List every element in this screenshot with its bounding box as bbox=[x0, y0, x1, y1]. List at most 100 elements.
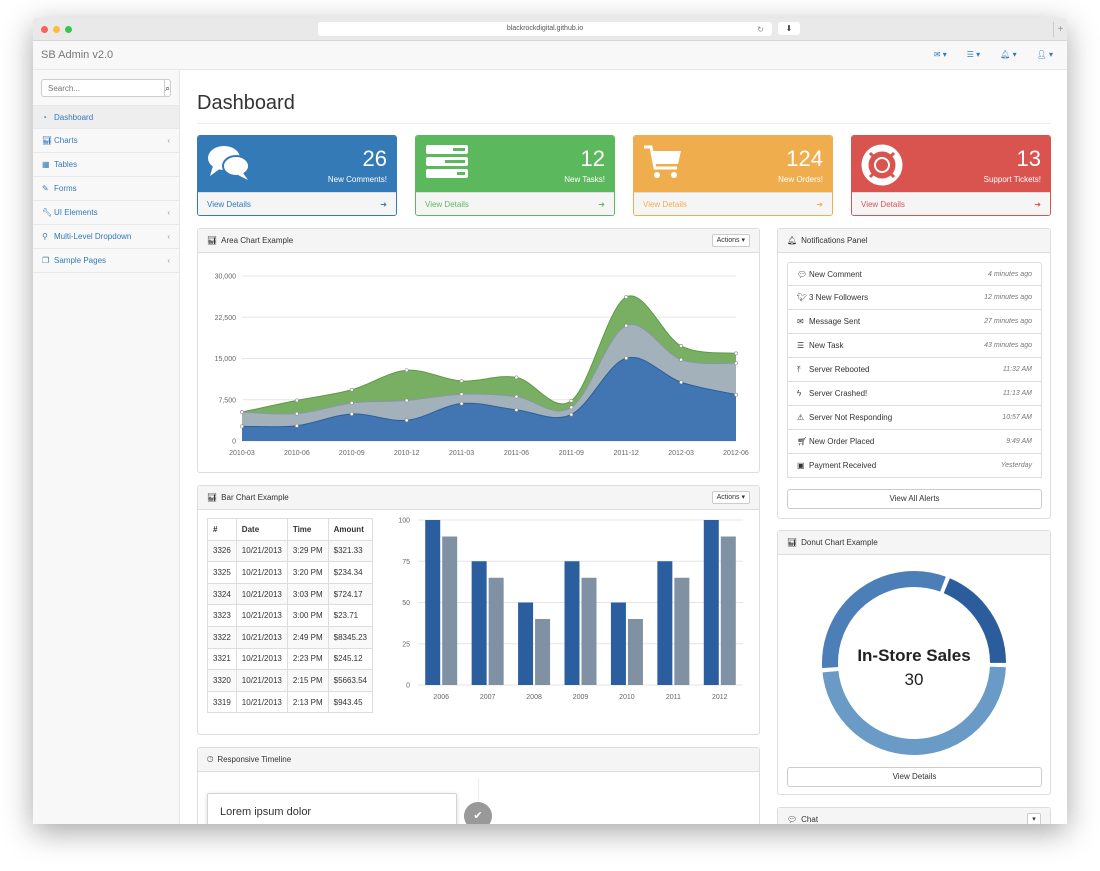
view-details-link[interactable]: View Details ➜ bbox=[198, 192, 396, 215]
notification-item[interactable]: ✉ Message Sent 27 minutes ago bbox=[787, 310, 1042, 334]
data-point[interactable] bbox=[240, 424, 244, 429]
view-details-link[interactable]: View Details ➜ bbox=[852, 192, 1050, 215]
x-tick-label: 2011-09 bbox=[559, 450, 584, 457]
notification-item[interactable]: 💬︎ New Comment 4 minutes ago bbox=[787, 262, 1042, 286]
area-chart: 0 7,500 15,000 22,500 30,000 2010-03 2010-06 20… bbox=[215, 274, 749, 458]
notification-item[interactable]: ▣ Payment Received Yesterday bbox=[787, 454, 1042, 478]
data-point[interactable] bbox=[569, 412, 574, 417]
donut-slice[interactable] bbox=[820, 664, 1008, 757]
data-point[interactable] bbox=[404, 418, 409, 423]
bar[interactable] bbox=[425, 520, 441, 685]
data-point[interactable] bbox=[349, 401, 354, 405]
sidebar-item-charts[interactable]: 📊︎ Charts ‹ bbox=[33, 129, 179, 153]
notification-item[interactable]: ☰ New Task 43 minutes ago bbox=[787, 334, 1042, 358]
bar[interactable] bbox=[720, 536, 736, 686]
table-cell: $23.71 bbox=[327, 604, 374, 627]
stat-header: 26 New Comments! bbox=[198, 136, 396, 192]
minimize-dot[interactable] bbox=[53, 26, 60, 33]
data-point[interactable] bbox=[624, 323, 629, 328]
view-all-alerts-button[interactable]: View All Alerts bbox=[787, 489, 1042, 509]
notification-label: New Order Placed bbox=[809, 437, 875, 446]
data-point[interactable] bbox=[459, 401, 464, 406]
bar[interactable] bbox=[518, 602, 534, 686]
stat-number: 26 bbox=[362, 146, 387, 171]
data-point[interactable] bbox=[240, 410, 244, 414]
data-point[interactable] bbox=[459, 392, 464, 397]
bar[interactable] bbox=[564, 561, 580, 685]
data-point[interactable] bbox=[679, 357, 684, 362]
bar[interactable] bbox=[488, 577, 504, 685]
data-point[interactable] bbox=[294, 411, 299, 416]
actions-label: Actions bbox=[716, 494, 740, 501]
bar[interactable] bbox=[581, 577, 597, 685]
bar[interactable] bbox=[657, 561, 673, 685]
notification-item[interactable]: ϟ Server Crashed! 11:13 AM bbox=[787, 382, 1042, 406]
bar[interactable] bbox=[442, 536, 458, 686]
data-point[interactable] bbox=[679, 344, 684, 348]
view-details-button[interactable]: View Details bbox=[787, 767, 1042, 787]
bar[interactable] bbox=[703, 520, 719, 685]
data-point[interactable] bbox=[734, 351, 738, 356]
donut-slice[interactable] bbox=[941, 575, 1008, 665]
envelope-icon[interactable]: ✉ ▾ bbox=[933, 50, 947, 59]
data-point[interactable] bbox=[734, 392, 738, 397]
close-dot[interactable] bbox=[41, 26, 48, 33]
bar[interactable] bbox=[471, 561, 487, 685]
sidebar-item-ui-elements[interactable]: 🔧︎ UI Elements ‹ bbox=[33, 201, 179, 225]
data-point[interactable] bbox=[514, 375, 519, 380]
bar[interactable] bbox=[674, 577, 690, 685]
tasks-icon[interactable]: ☰ ▾ bbox=[966, 50, 981, 59]
data-point[interactable] bbox=[514, 407, 519, 412]
download-icon[interactable]: ⬇ bbox=[778, 22, 800, 35]
data-point[interactable] bbox=[404, 368, 409, 373]
notification-item[interactable]: ⚠ Server Not Responding 10:57 AM bbox=[787, 406, 1042, 430]
table-row: 3324 10/21/2013 3:03 PM $724.17 bbox=[207, 582, 374, 606]
donut-slice[interactable] bbox=[820, 569, 949, 671]
data-point[interactable] bbox=[459, 379, 464, 383]
data-point[interactable] bbox=[294, 398, 299, 403]
data-point[interactable] bbox=[294, 423, 299, 428]
bar[interactable] bbox=[627, 619, 643, 685]
address-bar[interactable]: blackrockdigital.github.io ↻ bbox=[318, 22, 772, 36]
table-cell: $943.45 bbox=[327, 690, 374, 714]
bar[interactable] bbox=[535, 619, 551, 685]
data-point[interactable] bbox=[624, 356, 629, 360]
user-icon[interactable]: 👤︎ ▾ bbox=[1036, 50, 1053, 59]
search-input[interactable] bbox=[41, 79, 165, 97]
sidebar-item-sample-pages[interactable]: ❐ Sample Pages ‹ bbox=[33, 249, 179, 273]
data-point[interactable] bbox=[349, 387, 354, 392]
view-details-link[interactable]: View Details ➜ bbox=[634, 192, 832, 215]
actions-dropdown[interactable]: Actions ▾ bbox=[711, 234, 750, 247]
x-tick-label: 2010 bbox=[619, 694, 635, 701]
bell-icon[interactable]: 🔔︎ ▾ bbox=[1000, 50, 1017, 59]
data-point[interactable] bbox=[404, 398, 409, 403]
notification-item[interactable]: 🛒︎ New Order Placed 9:49 AM bbox=[787, 430, 1042, 454]
notification-label: New Comment bbox=[809, 269, 862, 279]
table-cell: 3:20 PM bbox=[286, 561, 329, 584]
data-point[interactable] bbox=[569, 405, 574, 410]
new-tab-icon[interactable]: + bbox=[1053, 22, 1067, 37]
data-point[interactable] bbox=[349, 412, 354, 416]
data-point[interactable] bbox=[514, 394, 519, 399]
notification-item[interactable]: ⤒ Server Rebooted 11:32 AM bbox=[787, 358, 1042, 382]
maximize-dot[interactable] bbox=[65, 26, 72, 33]
chevron-down-icon[interactable]: ▾ bbox=[1027, 813, 1041, 824]
table-cell: 3320 bbox=[207, 669, 237, 692]
data-point[interactable] bbox=[569, 398, 574, 403]
search-button[interactable]: ⌕ bbox=[165, 79, 172, 97]
sidebar-item-dashboard[interactable]: ◔ Dashboard bbox=[33, 105, 179, 129]
data-point[interactable] bbox=[679, 380, 684, 385]
actions-dropdown[interactable]: Actions ▾ bbox=[711, 491, 750, 504]
sidebar-item-tables[interactable]: ▦ Tables bbox=[33, 153, 179, 177]
bar[interactable] bbox=[610, 602, 626, 686]
notification-item[interactable]: 🐦︎ 3 New Followers 12 minutes ago bbox=[787, 286, 1042, 310]
sidebar-item-forms[interactable]: ✎ Forms bbox=[33, 177, 179, 201]
check-icon: ✔ bbox=[464, 802, 492, 824]
reload-icon[interactable]: ↻ bbox=[757, 25, 764, 34]
brand[interactable]: SB Admin v2.0 bbox=[41, 49, 114, 61]
table-cell: 10/21/2013 bbox=[235, 669, 288, 692]
view-details-link[interactable]: View Details ➜ bbox=[416, 192, 614, 215]
sidebar-item-multi-level-dropdown[interactable]: ⚲ Multi-Level Dropdown ‹ bbox=[33, 225, 179, 249]
data-point[interactable] bbox=[624, 295, 629, 299]
data-point[interactable] bbox=[734, 361, 738, 366]
